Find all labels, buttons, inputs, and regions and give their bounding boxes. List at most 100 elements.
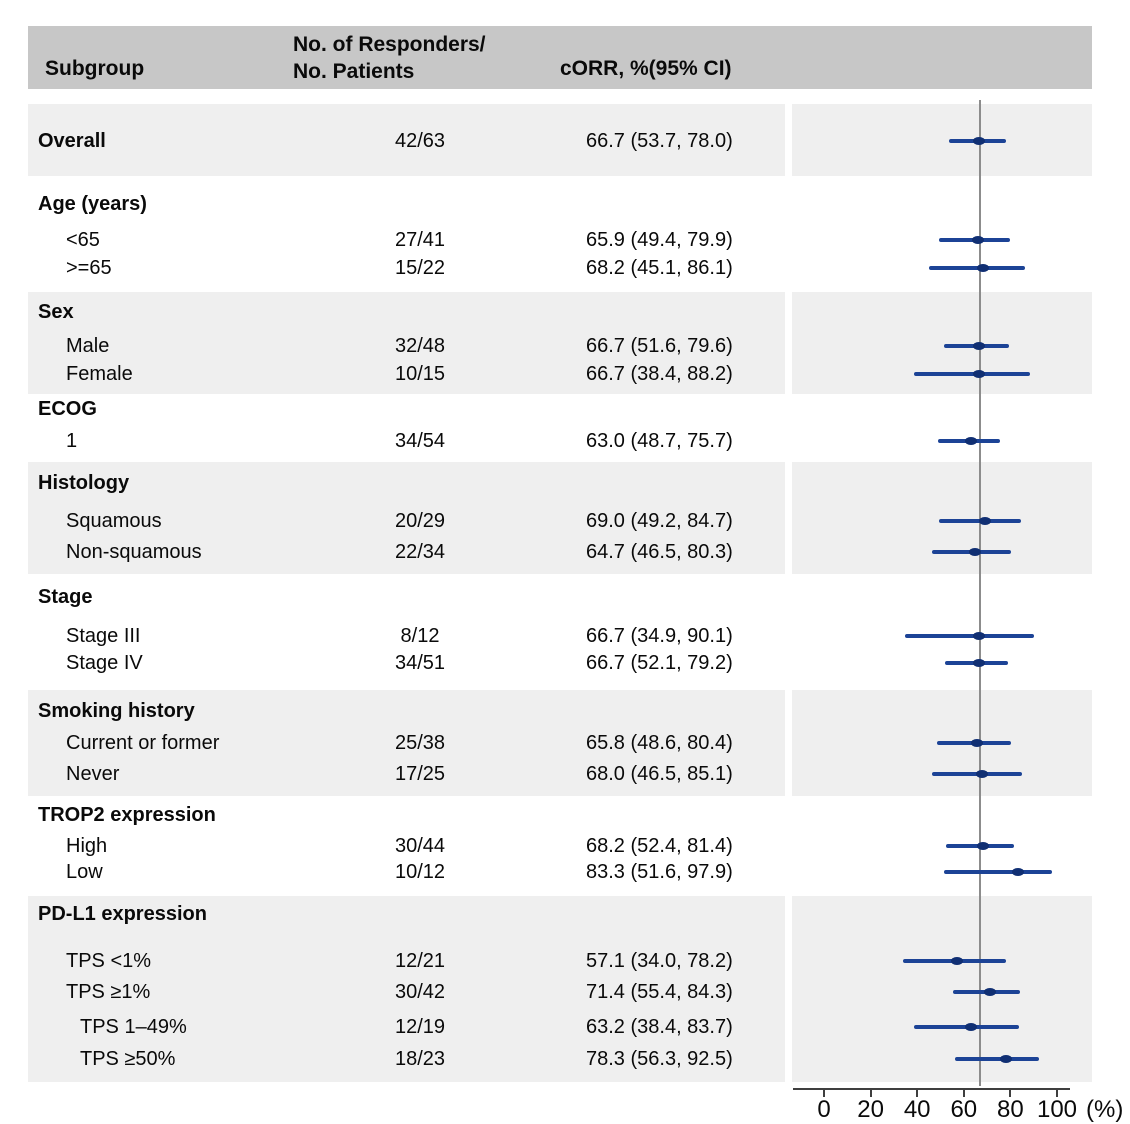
x-tick-label: 60: [950, 1096, 978, 1123]
x-axis-tick: [823, 1090, 825, 1097]
responders-value: 30/42: [394, 981, 446, 1003]
corr-value: 68.2 (45.1, 86.1): [586, 257, 733, 279]
column-header-responders-line2: No. Patients: [293, 60, 415, 83]
subgroup-label: TPS 1–49%: [80, 1016, 187, 1038]
subgroup-label: Low: [66, 861, 103, 883]
point-estimate-marker: [976, 842, 989, 850]
subgroup-label: Male: [66, 335, 110, 357]
responders-value: 34/51: [394, 652, 446, 674]
column-header-responders-line1: No. of Responders/: [293, 33, 486, 56]
point-estimate-marker: [976, 770, 989, 778]
point-estimate-marker: [984, 988, 997, 996]
responders-value: 12/19: [394, 1016, 446, 1038]
responders-value: 34/54: [394, 430, 446, 452]
x-axis-tick: [916, 1090, 919, 1097]
subgroup-label: 1: [66, 430, 78, 452]
responders-value: 18/23: [394, 1048, 446, 1070]
row-band-plot: [792, 462, 1092, 574]
point-estimate-marker: [973, 370, 986, 378]
section-header: Smoking history: [38, 700, 195, 722]
x-tick-label: 100: [1036, 1096, 1078, 1123]
point-estimate-marker: [973, 632, 986, 640]
corr-value: 63.2 (38.4, 83.7): [586, 1016, 733, 1038]
section-header: Stage: [38, 586, 93, 608]
column-header-responders: No. of Responders/ No. Patients: [293, 31, 486, 85]
ci-bar: [905, 634, 1034, 638]
responders-value: 12/21: [394, 950, 446, 972]
corr-value: 65.9 (49.4, 79.9): [586, 229, 733, 251]
point-estimate-marker: [973, 137, 986, 145]
responders-value: 22/34: [394, 541, 446, 563]
section-header: Sex: [38, 301, 74, 323]
x-axis-tick: [1056, 1090, 1058, 1097]
subgroup-label: <65: [66, 229, 100, 251]
responders-value: 10/12: [394, 861, 446, 883]
x-tick-label: 80: [997, 1096, 1024, 1123]
responders-value: 17/25: [394, 763, 446, 785]
subgroup-label: Stage IV: [66, 652, 143, 674]
reference-line: [979, 100, 981, 1086]
corr-value: 78.3 (56.3, 92.5): [586, 1048, 733, 1070]
corr-value: 66.7 (34.9, 90.1): [586, 625, 733, 647]
subgroup-label: Overall: [38, 130, 106, 152]
row-band-table: [28, 292, 785, 394]
corr-value: 63.0 (48.7, 75.7): [586, 430, 733, 452]
section-header: Age (years): [38, 193, 147, 215]
responders-value: 8/12: [400, 625, 440, 647]
section-header: Histology: [38, 472, 130, 494]
point-estimate-marker: [971, 739, 984, 747]
point-estimate-marker: [1000, 1055, 1013, 1063]
corr-value: 66.7 (52.1, 79.2): [586, 652, 733, 674]
responders-value: 20/29: [394, 510, 446, 532]
point-estimate-marker: [971, 236, 984, 244]
x-axis-tick: [869, 1090, 872, 1097]
corr-value: 68.0 (46.5, 85.1): [586, 763, 733, 785]
corr-value: 83.3 (51.6, 97.9): [586, 861, 733, 883]
point-estimate-marker: [973, 659, 986, 667]
subgroup-label: Female: [66, 363, 133, 385]
subgroup-label: TPS ≥50%: [80, 1048, 176, 1070]
subgroup-label: Stage III: [66, 625, 141, 647]
row-band-plot: [792, 104, 1092, 176]
subgroup-label: Current or former: [66, 732, 220, 754]
point-estimate-marker: [1012, 868, 1025, 876]
ci-bar: [944, 870, 1053, 874]
ci-bar: [913, 372, 1030, 376]
subgroup-label: >=65: [66, 257, 112, 279]
row-band-table: [28, 896, 785, 1082]
section-header: PD-L1 expression: [38, 903, 207, 925]
ci-bar: [929, 266, 1025, 270]
subgroup-label: Never: [66, 763, 120, 785]
x-axis-line: [793, 1088, 1070, 1090]
x-axis-tick: [1009, 1090, 1012, 1097]
corr-value: 66.7 (38.4, 88.2): [586, 363, 733, 385]
x-tick-label: 40: [903, 1096, 931, 1123]
responders-value: 27/41: [394, 229, 446, 251]
responders-value: 42/63: [394, 130, 446, 152]
point-estimate-marker: [968, 548, 981, 556]
subgroup-label: Squamous: [66, 510, 162, 532]
corr-value: 71.4 (55.4, 84.3): [586, 981, 733, 1003]
row-band-plot: [792, 292, 1092, 394]
x-tick-label: 0: [817, 1096, 831, 1123]
column-header-subgroup: Subgroup: [45, 57, 145, 80]
corr-value: 68.2 (52.4, 81.4): [586, 835, 733, 857]
row-band-table: [28, 104, 785, 176]
section-header: ECOG: [38, 398, 97, 420]
subgroup-label: Non-squamous: [66, 541, 202, 563]
point-estimate-marker: [978, 517, 991, 525]
corr-value: 64.7 (46.5, 80.3): [586, 541, 733, 563]
column-header-corr: cORR, %(95% CI): [560, 57, 732, 80]
x-axis-tick: [962, 1090, 965, 1097]
row-band-table: [28, 462, 785, 574]
corr-value: 57.1 (34.0, 78.2): [586, 950, 733, 972]
point-estimate-marker: [951, 957, 963, 965]
responders-value: 15/22: [394, 257, 446, 279]
x-axis-unit-label: (%): [1086, 1096, 1124, 1123]
responders-value: 25/38: [394, 732, 446, 754]
row-band-table: [28, 690, 785, 796]
corr-value: 65.8 (48.6, 80.4): [586, 732, 733, 754]
responders-value: 32/48: [394, 335, 446, 357]
ci-bar: [955, 1057, 1040, 1061]
